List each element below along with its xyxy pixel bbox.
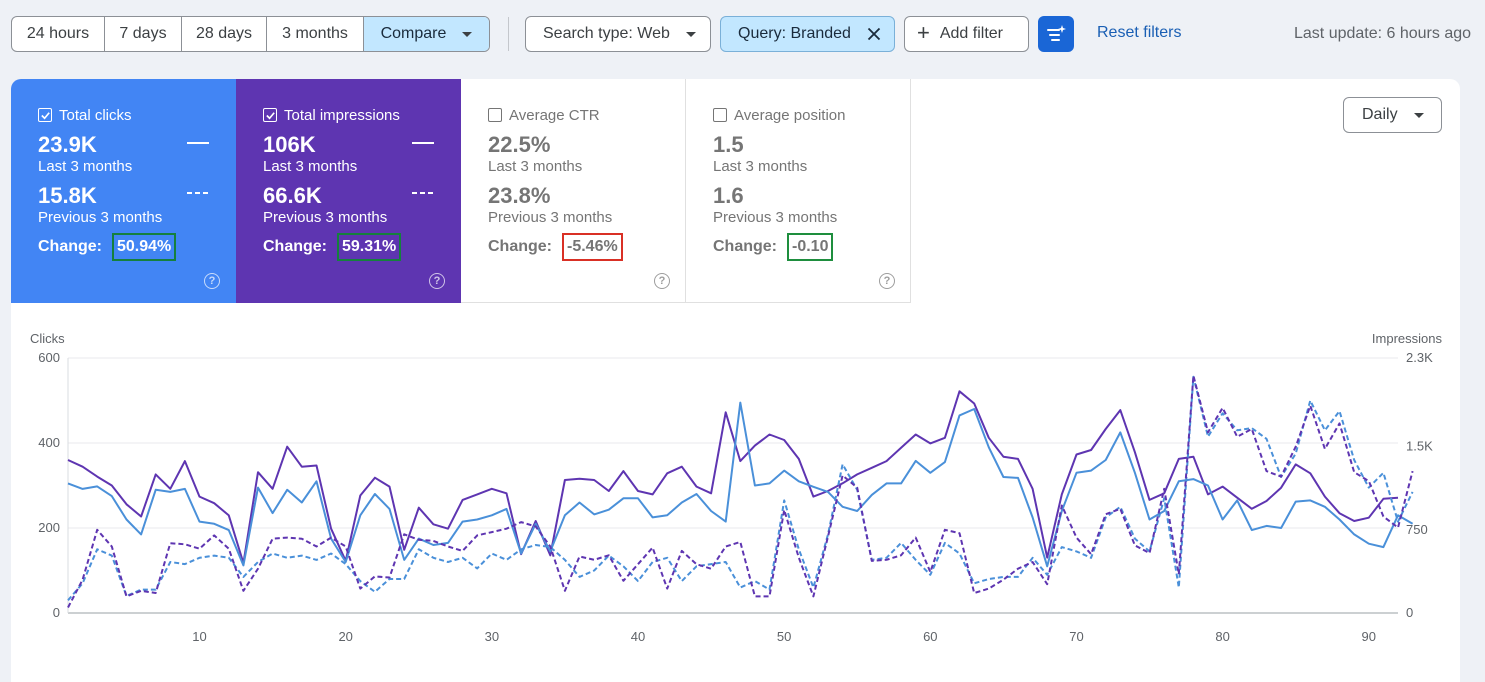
x-tick-label: 40: [631, 629, 645, 644]
card-title: Total clicks: [59, 106, 132, 124]
granularity-dropdown[interactable]: Daily: [1343, 97, 1442, 133]
y-left-tick-label: 600: [38, 350, 60, 365]
y-left-tick-label: 400: [38, 435, 60, 450]
filter-suggestions-button[interactable]: [1038, 16, 1074, 52]
range-24-hours-button[interactable]: 24 hours: [12, 17, 105, 51]
current-period: Last 3 months: [263, 158, 358, 175]
previous-period: Previous 3 months: [263, 209, 388, 226]
current-period: Last 3 months: [38, 158, 133, 175]
help-icon[interactable]: ?: [879, 273, 895, 289]
y-left-axis-title: Clicks: [30, 331, 65, 346]
change-value: -5.46%: [562, 233, 623, 261]
previous-value: 66.6K: [263, 183, 322, 208]
help-icon[interactable]: ?: [429, 273, 445, 289]
current-value: 22.5%: [488, 132, 551, 157]
x-tick-label: 30: [485, 629, 499, 644]
previous-period: Previous 3 months: [713, 209, 838, 226]
card-title: Average position: [734, 106, 846, 124]
x-tick-label: 70: [1069, 629, 1083, 644]
x-tick-label: 80: [1215, 629, 1229, 644]
toolbar-divider: [508, 17, 509, 51]
date-range-selector: 24 hours 7 days 28 days 3 months Compare: [11, 16, 490, 52]
previous-value: 15.8K: [38, 183, 97, 208]
solid-line-legend: [412, 142, 434, 144]
y-right-tick-label: 750: [1406, 522, 1428, 537]
series-line-impr_previous: [67, 374, 1414, 608]
total-clicks-checkbox[interactable]: [38, 108, 52, 122]
query-filter-chip[interactable]: Query: Branded: [720, 16, 895, 52]
card-title: Average CTR: [509, 106, 600, 124]
y-left-tick-label: 200: [38, 520, 60, 535]
dashed-line-legend: [187, 192, 209, 194]
range-28-days-button[interactable]: 28 days: [182, 17, 267, 51]
search-type-label: Search type: Web: [543, 25, 670, 42]
chevron-down-icon: [1413, 112, 1424, 118]
help-icon[interactable]: ?: [204, 273, 220, 289]
dashed-line-legend: [412, 192, 434, 194]
total-clicks-card[interactable]: Total clicks 23.9K Last 3 months 15.8K P…: [11, 79, 236, 303]
change-label: Change:: [713, 238, 777, 255]
add-filter-button[interactable]: + Add filter: [904, 16, 1029, 52]
x-tick-label: 20: [338, 629, 352, 644]
add-filter-label: Add filter: [939, 25, 1003, 42]
y-right-tick-label: 2.3K: [1406, 350, 1433, 365]
x-tick-label: 60: [923, 629, 937, 644]
x-tick-label: 90: [1362, 629, 1376, 644]
x-tick-label: 50: [777, 629, 791, 644]
last-update-text: Last update: 6 hours ago: [1294, 25, 1472, 42]
close-icon[interactable]: [863, 23, 885, 45]
query-filter-label: Query: Branded: [738, 25, 851, 42]
current-period: Last 3 months: [713, 158, 808, 175]
sparkle-filter-icon: [1047, 25, 1066, 41]
total-impressions-checkbox[interactable]: [263, 108, 277, 122]
performance-chart: 0 200 400 600 0 750 1.5K 2.3K 10 20 30 40 50 60 70 80 90…: [30, 331, 1443, 644]
card-title: Total impressions: [284, 106, 400, 124]
chevron-down-icon: [685, 31, 696, 37]
reset-filters-link[interactable]: Reset filters: [1097, 24, 1182, 41]
current-value: 23.9K: [38, 132, 97, 157]
solid-line-legend: [187, 142, 209, 144]
range-3-months-button[interactable]: 3 months: [267, 17, 364, 51]
y-right-tick-label: 1.5K: [1406, 439, 1433, 454]
change-value: -0.10: [787, 233, 834, 261]
series-line-impr_current: [67, 390, 1399, 565]
change-value: 50.94%: [112, 233, 177, 261]
series-line-clicks_current: [67, 401, 1414, 568]
total-impressions-card[interactable]: Total impressions 106K Last 3 months 66.…: [236, 79, 461, 303]
previous-period: Previous 3 months: [38, 209, 163, 226]
y-right-axis-title: Impressions: [1372, 331, 1443, 346]
y-left-tick-label: 0: [53, 605, 60, 620]
average-ctr-checkbox[interactable]: [488, 108, 502, 122]
average-position-checkbox[interactable]: [713, 108, 727, 122]
current-period: Last 3 months: [488, 158, 583, 175]
series-line-clicks_previous: [67, 375, 1414, 601]
check-icon: [265, 111, 275, 119]
compare-dropdown[interactable]: Compare: [364, 17, 489, 51]
average-position-card[interactable]: Average position 1.5 Last 3 months 1.6 P…: [686, 79, 911, 303]
current-value: 106K: [263, 132, 316, 157]
range-7-days-button[interactable]: 7 days: [105, 17, 182, 51]
help-icon[interactable]: ?: [654, 273, 670, 289]
x-tick-label: 10: [192, 629, 206, 644]
previous-value: 23.8%: [488, 183, 551, 208]
previous-value: 1.6: [713, 183, 744, 208]
previous-period: Previous 3 months: [488, 209, 613, 226]
compare-label: Compare: [380, 25, 447, 42]
change-label: Change:: [263, 238, 327, 255]
performance-panel: Total clicks 23.9K Last 3 months 15.8K P…: [11, 79, 1460, 682]
change-value: 59.31%: [337, 233, 402, 261]
current-value: 1.5: [713, 132, 744, 157]
change-label: Change:: [488, 238, 552, 255]
search-type-dropdown[interactable]: Search type: Web: [525, 16, 711, 52]
average-ctr-card[interactable]: Average CTR 22.5% Last 3 months 23.8% Pr…: [461, 79, 686, 303]
y-right-tick-label: 0: [1406, 605, 1413, 620]
chevron-down-icon: [462, 31, 473, 37]
granularity-label: Daily: [1362, 106, 1398, 123]
check-icon: [40, 111, 50, 119]
change-label: Change:: [38, 238, 102, 255]
plus-icon: +: [917, 20, 930, 45]
